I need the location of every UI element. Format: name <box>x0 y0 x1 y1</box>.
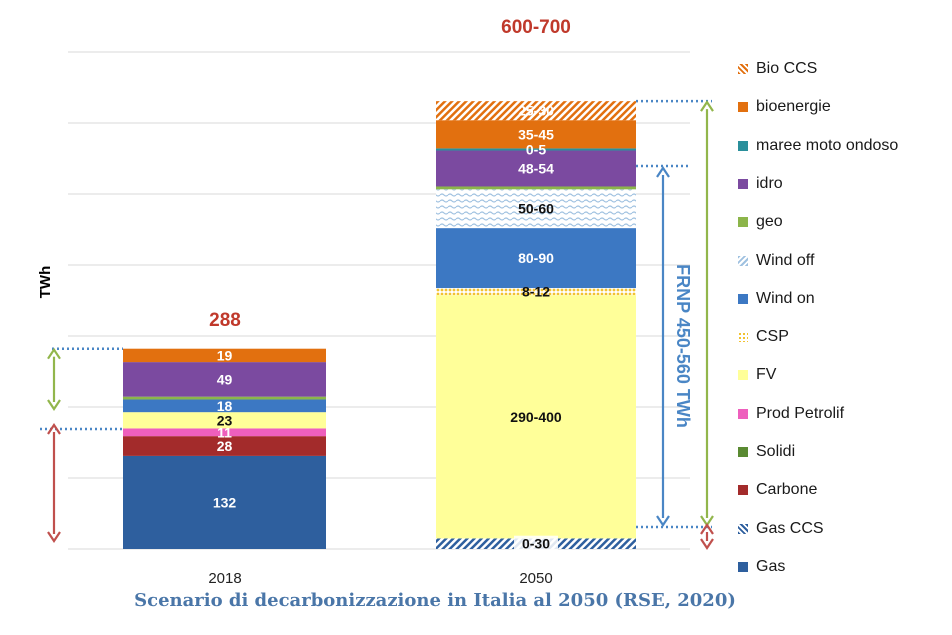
bar-segment <box>123 455 326 549</box>
frnp-arrow-head <box>656 515 670 527</box>
legend-item: Wind off <box>738 250 814 272</box>
legend-item: Bio CCS <box>738 58 817 80</box>
bar-segment <box>436 120 636 149</box>
data-label: 80-90 <box>518 250 554 266</box>
fossil-arrow-2018-head <box>47 423 61 435</box>
data-label: 49 <box>217 371 233 387</box>
data-label: 132 <box>213 494 237 510</box>
legend-swatch <box>738 370 748 381</box>
renewables-arrow-2018-head <box>47 347 61 360</box>
x-tick-label: 2050 <box>519 570 552 587</box>
data-label: 19 <box>217 347 233 363</box>
bar-segment <box>436 186 636 190</box>
legend-label: Bio CCS <box>756 60 818 77</box>
fossil-arrow-2050-head <box>700 538 714 550</box>
legend-item: Solidi <box>738 441 795 463</box>
legend-swatch <box>738 217 748 228</box>
legend-swatch <box>738 447 748 457</box>
bar-segment <box>436 148 636 151</box>
annotations: FRNP 450-560 TWh <box>40 99 714 550</box>
legend-swatch <box>738 293 748 304</box>
bar-segment <box>123 428 326 437</box>
legend-label: Gas CCS <box>756 519 824 537</box>
legend-label: idro <box>756 174 783 192</box>
legend-swatch <box>738 408 748 419</box>
total-arrow-2050-head <box>700 100 714 112</box>
legend-swatch <box>738 255 748 266</box>
data-label: 11 <box>217 424 232 440</box>
data-label: 50-60 <box>518 201 554 217</box>
bar-segment <box>436 295 636 539</box>
bar-segment <box>436 101 636 121</box>
legend-swatch <box>738 332 748 343</box>
legend-label: Solidi <box>756 443 796 460</box>
legend-label: Wind on <box>756 289 815 307</box>
legend-item: CSP <box>738 326 789 348</box>
chart-caption: Scenario di decarbonizzazione in Italia … <box>134 590 736 611</box>
bar-segment <box>436 288 636 296</box>
data-label: 0-5 <box>526 141 546 157</box>
legend-swatch <box>738 523 748 534</box>
fossil-arrow-2050-head <box>700 523 714 535</box>
bar-segment <box>436 189 636 229</box>
legend-swatch <box>738 561 748 572</box>
label-backdrop <box>514 535 558 552</box>
legend-label: Prod Petrolif <box>756 404 845 422</box>
frnp-arrow-head <box>656 166 670 178</box>
bar-segment <box>123 348 326 363</box>
total-label: 288 <box>209 310 241 331</box>
legend-label: maree moto ondoso <box>756 136 899 154</box>
legend-label: Carbone <box>756 481 818 499</box>
bar-segment <box>123 399 326 413</box>
bar-segment <box>436 150 636 187</box>
legend-item: maree moto ondoso <box>738 135 898 157</box>
legend-item: bioenergie <box>738 96 831 118</box>
legend-label: geo <box>756 213 783 231</box>
legend-swatch <box>738 102 748 113</box>
legend-swatch <box>738 140 748 151</box>
bar-segment <box>436 228 636 289</box>
data-label: 23 <box>217 412 233 428</box>
legend-item: Wind on <box>738 288 815 310</box>
frnp-label: FRNP 450-560 TWh <box>673 264 693 428</box>
legend-item: FV <box>738 364 776 386</box>
legend-item: idro <box>738 173 783 195</box>
legend-swatch <box>738 64 748 74</box>
legend-label: bioenergie <box>756 98 831 116</box>
legend-swatch <box>738 485 748 496</box>
bar-segment <box>123 362 326 397</box>
legend-item: Gas <box>738 556 785 578</box>
data-label: 28 <box>217 438 233 454</box>
data-label: 0-30 <box>522 536 550 552</box>
legend-label: FV <box>756 366 777 384</box>
bar-segment <box>123 412 326 429</box>
legend-label: Gas <box>756 557 786 575</box>
data-label: 18 <box>217 398 233 414</box>
x-tick-label: 2018 <box>208 570 241 587</box>
legend-label: CSP <box>756 328 789 346</box>
legend-item: geo <box>738 211 783 233</box>
legend-item: Carbone <box>738 479 817 501</box>
data-label: 25-30 <box>518 103 554 119</box>
data-label: 35-45 <box>518 126 554 142</box>
data-label: 290-400 <box>510 409 562 425</box>
legend-item: Prod Petrolif <box>738 403 844 425</box>
total-label: 600-700 <box>501 17 571 38</box>
data-label: 48-54 <box>518 161 554 177</box>
bar-segment <box>123 396 326 400</box>
fossil-arrow-2018-head <box>47 531 61 543</box>
y-axis-label: TWh <box>37 266 54 298</box>
legend-swatch <box>738 178 748 189</box>
legend-label: Wind off <box>756 251 815 269</box>
data-label: 8-12 <box>522 284 550 300</box>
bar-segment <box>123 436 326 456</box>
legend-item: Gas CCS <box>738 518 824 540</box>
renewables-arrow-2018-head <box>47 399 61 411</box>
